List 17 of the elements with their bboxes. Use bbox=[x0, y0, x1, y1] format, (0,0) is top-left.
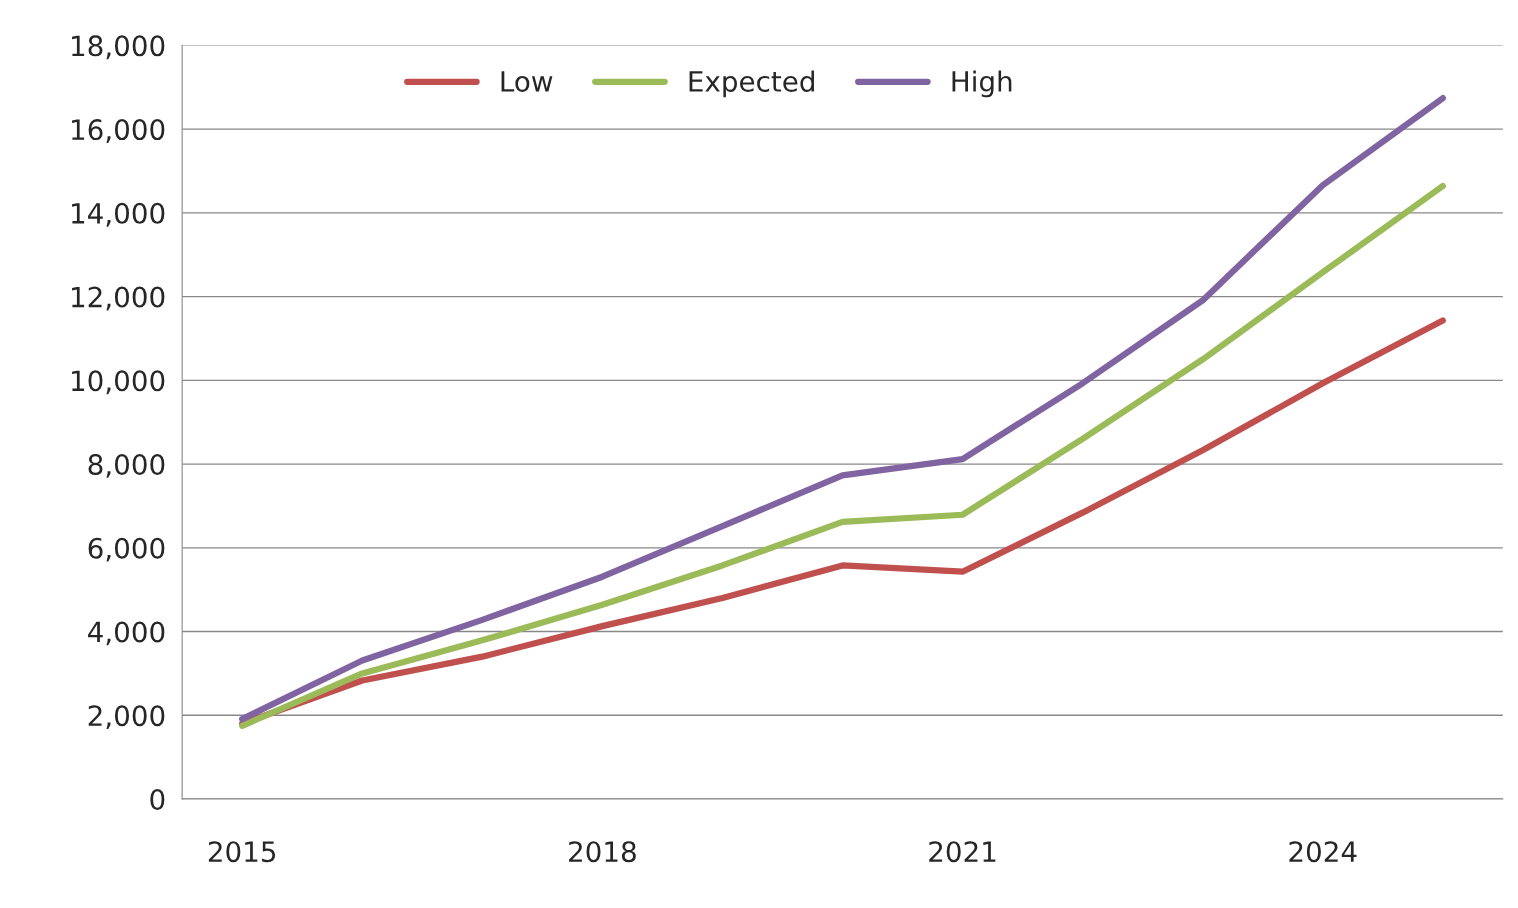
legend-label: Low bbox=[501, 71, 553, 92]
y-tick-label: 16,000 bbox=[72, 119, 165, 143]
y-tick-label: 14,000 bbox=[72, 202, 165, 227]
y-tick-label: 2,000 bbox=[88, 705, 165, 730]
x-tick-label: 2024 bbox=[1289, 841, 1357, 863]
x-tick-label: 2018 bbox=[569, 841, 636, 863]
y-tick-label: 10,000 bbox=[72, 370, 165, 395]
x-tick-label: 2015 bbox=[208, 841, 276, 863]
legend-label: High bbox=[952, 70, 1012, 98]
y-tick-label: 12,000 bbox=[72, 286, 165, 311]
x-tick-label: 2021 bbox=[929, 841, 996, 863]
y-tick-label: 6,000 bbox=[88, 537, 165, 562]
legend-label: Expected bbox=[689, 70, 814, 98]
y-tick-label: 4,000 bbox=[88, 621, 165, 646]
y-tick-label: 0 bbox=[150, 788, 165, 810]
y-tick-label: 18,000 bbox=[72, 35, 165, 60]
y-tick-label: 8,000 bbox=[88, 454, 165, 478]
